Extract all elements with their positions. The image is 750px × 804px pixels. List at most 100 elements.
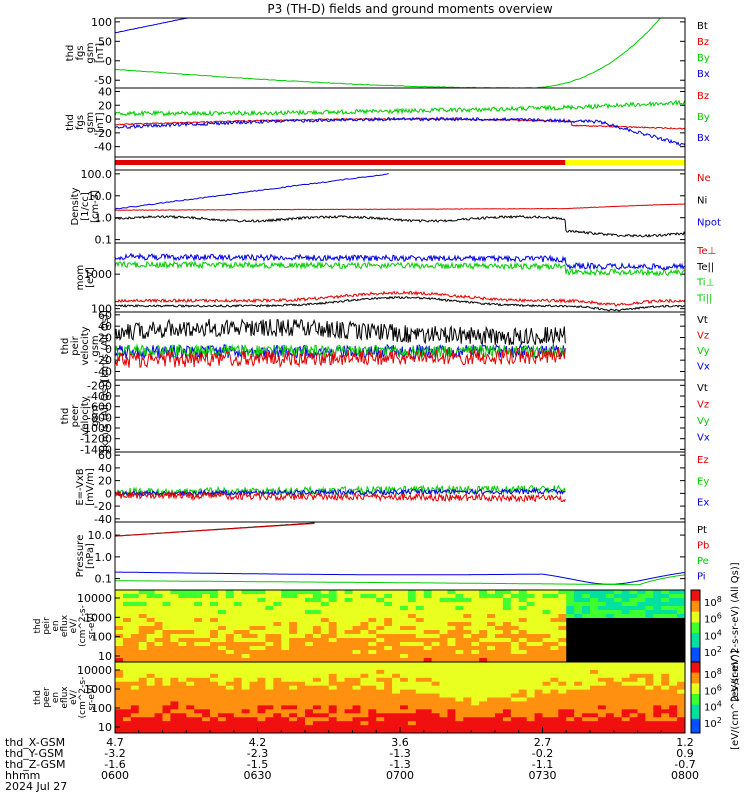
spectrogram-cell-electron_spectrogram — [320, 705, 330, 710]
spectrogram-cell-electron_spectrogram — [384, 709, 393, 714]
spectrogram-cell-electron_spectrogram — [621, 669, 631, 675]
spectrogram-cell-electron_spectrogram — [645, 689, 654, 695]
spectrogram-cell-ion_spectrogram — [241, 602, 251, 607]
spectrogram-cell-ion_spectrogram — [653, 598, 662, 603]
spectrogram-cell-ion_spectrogram — [447, 646, 456, 651]
spectrogram-cell-electron_spectrogram — [130, 669, 140, 675]
spectrogram-cell-ion_spectrogram — [415, 658, 425, 663]
spectrogram-cell-electron_spectrogram — [210, 681, 219, 687]
spectrogram-cell-electron_spectrogram — [637, 665, 646, 671]
spectrogram-cell-ion_spectrogram — [502, 618, 512, 623]
panel-frame — [114, 17, 686, 89]
spectrogram-cell-ion_spectrogram — [455, 614, 464, 619]
spectrogram-cell-ion_spectrogram — [352, 614, 361, 619]
spectrogram-cell-electron_spectrogram — [312, 713, 322, 718]
spectrogram-cell-electron_spectrogram — [566, 709, 575, 714]
spectrogram-cell-electron_spectrogram — [312, 729, 322, 734]
y-axis-label-ion_spectrogram: thd — [33, 619, 43, 634]
spectrogram-cell-electron_spectrogram — [502, 689, 512, 695]
spectrogram-cell-ion_spectrogram — [217, 634, 227, 639]
spectrogram-cell-ion_spectrogram — [534, 618, 543, 623]
spectrogram-cell-ion_spectrogram — [297, 646, 306, 651]
spectrogram-cell-electron_spectrogram — [233, 693, 243, 698]
y-axis-label-ion_spectrogram: peir — [42, 617, 52, 635]
spectrogram-cell-electron_spectrogram — [265, 697, 274, 702]
spectrogram-cell-ion_spectrogram — [407, 602, 417, 607]
spectrogram-cell-ion_spectrogram — [154, 606, 163, 611]
spectrogram-cell-electron_spectrogram — [534, 725, 543, 730]
spectrogram-cell-ion_spectrogram — [510, 650, 520, 655]
series-Pe — [115, 574, 685, 586]
spectrogram-cell-ion_spectrogram — [138, 646, 148, 651]
spectrogram-cell-ion_spectrogram — [257, 634, 266, 639]
spectrogram-cell-ion_spectrogram — [645, 614, 654, 619]
spectrogram-cell-electron_spectrogram — [336, 729, 346, 734]
spectrogram-cell-ion_spectrogram — [210, 646, 219, 651]
spectrogram-cell-ion_spectrogram — [661, 606, 670, 611]
spectrogram-cell-electron_spectrogram — [653, 681, 662, 687]
spectrogram-cell-electron_spectrogram — [574, 677, 583, 683]
spectrogram-cell-electron_spectrogram — [455, 662, 464, 667]
spectrogram-cell-electron_spectrogram — [415, 669, 425, 675]
spectrogram-cell-electron_spectrogram — [463, 717, 472, 722]
spectrogram-cell-electron_spectrogram — [210, 729, 219, 734]
spectrogram-cell-electron_spectrogram — [115, 662, 124, 667]
spectrogram-cell-ion_spectrogram — [352, 618, 361, 623]
legend-density-Npot: Npot — [697, 218, 721, 229]
spectrogram-cell-ion_spectrogram — [336, 634, 346, 639]
spectrogram-cell-electron_spectrogram — [297, 689, 306, 695]
spectrogram-cell-electron_spectrogram — [130, 673, 140, 679]
spectrogram-cell-ion_spectrogram — [312, 646, 322, 651]
spectrogram-cell-ion_spectrogram — [613, 594, 623, 599]
spectrogram-cell-ion_spectrogram — [590, 614, 599, 619]
spectrogram-cell-ion_spectrogram — [130, 590, 140, 595]
spectrogram-cell-electron_spectrogram — [495, 669, 504, 675]
spectrogram-cell-electron_spectrogram — [645, 721, 654, 726]
spectrogram-cell-electron_spectrogram — [597, 685, 607, 691]
spectrogram-cell-ion_spectrogram — [170, 638, 179, 643]
spectrogram-cell-electron_spectrogram — [558, 677, 567, 683]
spectrogram-cell-electron_spectrogram — [534, 665, 543, 671]
spectrogram-cell-ion_spectrogram — [257, 658, 266, 663]
spectrogram-cell-electron_spectrogram — [170, 713, 179, 718]
spectrogram-cell-electron_spectrogram — [415, 701, 425, 706]
spectrogram-cell-electron_spectrogram — [566, 701, 575, 706]
spectrogram-cell-ion_spectrogram — [518, 630, 528, 635]
spectrogram-cell-ion_spectrogram — [281, 590, 290, 595]
y-tick-label-ion_spectrogram: 10 — [98, 650, 112, 663]
spectrogram-cell-ion_spectrogram — [629, 606, 638, 611]
spectrogram-cell-electron_spectrogram — [265, 693, 274, 698]
spectrogram-cell-electron_spectrogram — [210, 669, 219, 675]
series-Ti-par — [115, 260, 685, 277]
spectrogram-cell-electron_spectrogram — [431, 677, 441, 683]
spectrogram-cell-ion_spectrogram — [550, 590, 559, 595]
spectrogram-cell-ion_spectrogram — [186, 598, 195, 603]
spectrogram-cell-electron_spectrogram — [669, 725, 678, 730]
spectrogram-cell-electron_spectrogram — [605, 713, 615, 718]
spectrogram-cell-electron_spectrogram — [170, 717, 179, 722]
spectrogram-cell-electron_spectrogram — [392, 717, 401, 722]
spectrogram-cell-ion_spectrogram — [376, 634, 385, 639]
spectrogram-cell-ion_spectrogram — [479, 618, 488, 623]
spectrogram-cell-ion_spectrogram — [202, 642, 211, 647]
spectrogram-cell-ion_spectrogram — [605, 598, 615, 603]
spectrogram-cell-ion_spectrogram — [542, 590, 551, 595]
colorbar-cell-ion_spectrogram — [691, 658, 700, 661]
spectrogram-cell-ion_spectrogram — [590, 646, 599, 651]
spectrogram-cell-ion_spectrogram — [653, 614, 662, 619]
spectrogram-cell-electron_spectrogram — [415, 673, 425, 679]
spectrogram-cell-electron_spectrogram — [225, 677, 235, 683]
series-Ni — [115, 214, 685, 238]
spectrogram-cell-ion_spectrogram — [463, 598, 472, 603]
spectrogram-cell-ion_spectrogram — [170, 590, 179, 595]
colorbar-cell-electron_spectrogram — [691, 681, 700, 684]
spectrogram-cell-ion_spectrogram — [297, 638, 306, 643]
spectrogram-cell-electron_spectrogram — [526, 697, 536, 702]
spectrogram-cell-ion_spectrogram — [289, 594, 298, 599]
spectrogram-cell-electron_spectrogram — [320, 693, 330, 698]
spectrogram-cell-electron_spectrogram — [510, 681, 520, 687]
spectrogram-cell-electron_spectrogram — [518, 701, 528, 706]
spectrogram-cell-ion_spectrogram — [407, 594, 417, 599]
colorbar-cell-ion_spectrogram — [691, 649, 700, 652]
spectrogram-cell-electron_spectrogram — [669, 685, 678, 691]
